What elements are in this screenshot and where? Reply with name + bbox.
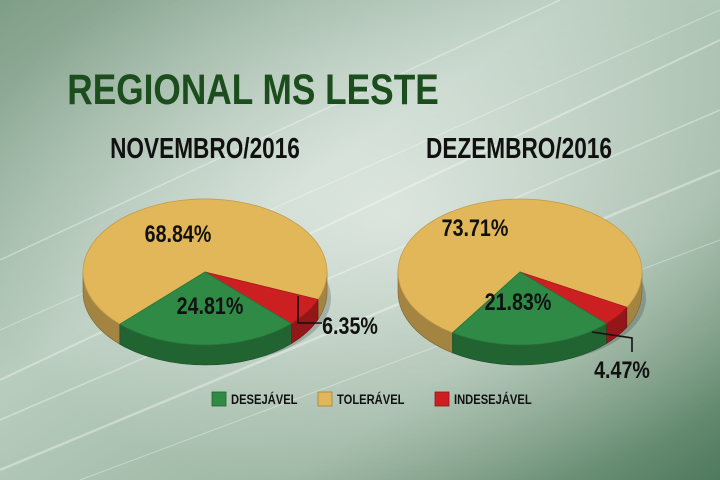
- slice-label-toleravel: 73.71%: [442, 214, 509, 241]
- legend-item-toleravel: TOLERÁVEL: [317, 391, 405, 408]
- pie-slice-toleravel: [397, 198, 643, 334]
- chart-title: NOVEMBRO/2016: [110, 131, 300, 164]
- leader-line: [591, 331, 633, 352]
- legend-swatch: [211, 391, 227, 407]
- leader-line: [297, 296, 322, 324]
- slice-label-indesejavel: 6.35%: [322, 312, 378, 339]
- pie-chart-2: DEZEMBRO/2016 73.71% 21.83% 4.47%: [397, 131, 650, 383]
- legend-item-desejavel: DESEJÁVEL: [211, 391, 298, 408]
- legend-swatch: [434, 391, 450, 407]
- slice-label-desejavel: 24.81%: [177, 292, 244, 319]
- legend-label: DESEJÁVEL: [231, 391, 298, 408]
- legend-swatch: [317, 391, 333, 407]
- page-title: REGIONAL MS LESTE: [67, 66, 438, 114]
- pie-slice-desejavel: [119, 271, 293, 346]
- slice-label-toleravel: 68.84%: [145, 220, 212, 247]
- pie-slice-desejavel: [451, 271, 608, 346]
- chart-title: DEZEMBRO/2016: [426, 131, 612, 164]
- pie-slice-toleravel: [82, 198, 328, 325]
- legend: DESEJÁVEL TOLERÁVEL INDESEJÁVEL: [211, 391, 532, 408]
- pie-charts: NOVEMBRO/2016 68.84% 24.81% 6.35% DEZEMBRO/2…: [82, 131, 650, 383]
- slice-label-indesejavel: 4.47%: [594, 356, 650, 383]
- slice-label-desejavel: 21.83%: [485, 288, 552, 315]
- legend-item-indesejavel: INDESEJÁVEL: [434, 391, 532, 408]
- pie-chart-1: NOVEMBRO/2016 68.84% 24.81% 6.35%: [82, 131, 378, 366]
- legend-label: TOLERÁVEL: [337, 391, 405, 408]
- legend-label: INDESEJÁVEL: [454, 391, 532, 408]
